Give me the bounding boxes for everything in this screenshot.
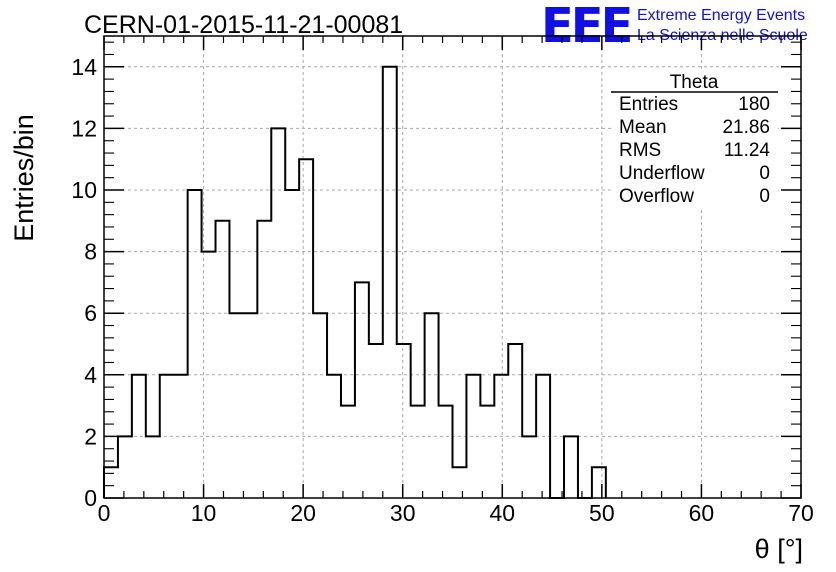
x-tick-label: 40 [489,500,515,526]
stats-row-label: Underflow [619,163,705,184]
stats-row-value: 0 [759,186,770,207]
x-tick-label: 60 [689,500,715,526]
stats-row-label: RMS [619,140,661,161]
y-axis-title: Entries/bin [9,114,39,242]
stats-row-label: Entries [619,94,678,115]
stats-row-label: Mean [619,117,667,138]
x-axis-title: θ [°] [755,534,803,564]
y-tick-label: 2 [84,423,97,449]
axis-ticks [103,36,802,499]
x-tick-label: 70 [788,500,814,526]
y-tick-label: 4 [84,362,97,388]
tick-labels: 0 10 20 30 40 50 60 70 0 2 4 6 8 10 12 14 [71,54,813,526]
y-tick-label: 8 [84,239,97,265]
eee-logo: EEE Extreme Energy Events La Scienza nel… [541,0,808,54]
stats-box-title: Theta [670,72,719,93]
stats-rows: Entries 180 Mean 21.86 RMS 11.24 Underflow 0 Ove… [619,94,770,207]
plot-frame [103,35,802,499]
histogram-outline [103,65,607,499]
y-tick-label: 0 [84,485,97,511]
stats-box: Theta Entries 180 Mean 21.86 RMS 11.24 Underfl… [611,70,778,210]
x-tick-label: 30 [390,500,416,526]
y-tick-label: 6 [84,300,97,326]
y-tick-label: 10 [71,177,97,203]
stats-row-value: 180 [738,94,770,115]
y-tick-label: 12 [71,115,97,141]
logo-mark: EEE [541,0,631,54]
x-tick-label: 0 [98,500,111,526]
x-tick-label: 50 [589,500,615,526]
x-tick-label: 20 [290,500,316,526]
chart-title: CERN-01-2015-11-21-00081 [84,11,403,39]
stats-row-label: Overflow [619,186,694,207]
stats-row-value: 0 [759,163,770,184]
logo-line-1: Extreme Energy Events [637,7,805,24]
stats-row-value: 11.24 [724,140,771,161]
stats-row-value: 21.86 [722,117,770,138]
x-tick-label: 10 [191,500,217,526]
y-tick-label: 14 [71,54,97,80]
stats-box-background [611,70,778,210]
